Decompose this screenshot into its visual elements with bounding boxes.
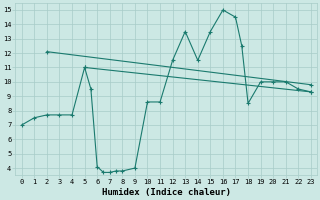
X-axis label: Humidex (Indice chaleur): Humidex (Indice chaleur): [102, 188, 231, 197]
